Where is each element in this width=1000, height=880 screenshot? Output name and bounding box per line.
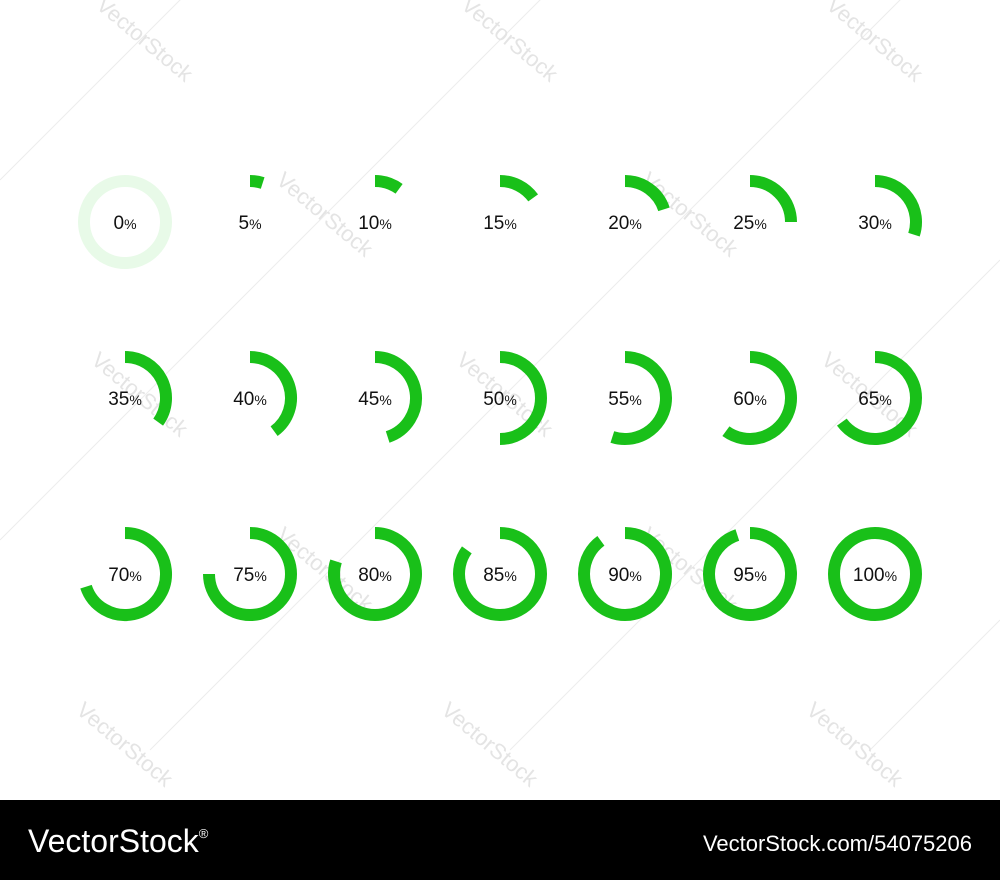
ring-label: 85% xyxy=(483,565,517,586)
ring-label: 30% xyxy=(858,213,892,234)
ring-label: 50% xyxy=(483,389,517,410)
ring-unit: % xyxy=(879,216,891,232)
ring-unit: % xyxy=(129,568,141,584)
ring-value: 10 xyxy=(358,213,379,234)
ring-value: 80 xyxy=(358,565,379,586)
ring-value: 90 xyxy=(608,565,629,586)
ring-value: 75 xyxy=(233,565,254,586)
ring-arc xyxy=(499,175,539,202)
ring-unit: % xyxy=(379,216,391,232)
ring-label: 55% xyxy=(608,389,642,410)
ring-arc xyxy=(80,527,172,621)
ring-unit: % xyxy=(629,568,641,584)
ring-label: 75% xyxy=(233,565,267,586)
ring-label: 90% xyxy=(608,565,642,586)
ring-value: 45 xyxy=(358,389,379,410)
ring-label: 40% xyxy=(233,389,267,410)
ring-arc xyxy=(610,351,672,445)
ring-arc xyxy=(836,351,922,445)
ring-unit: % xyxy=(249,216,261,232)
ring-arc xyxy=(374,175,403,194)
ring-unit: % xyxy=(379,392,391,408)
footer-brand: VectorStock® xyxy=(28,823,209,859)
ring-value: 70 xyxy=(108,565,129,586)
ring-unit: % xyxy=(254,568,266,584)
ring-label: 35% xyxy=(108,389,142,410)
ring-arc xyxy=(374,351,422,443)
ring-label: 10% xyxy=(358,213,392,234)
ring-label: 15% xyxy=(483,213,517,234)
ring-arc xyxy=(249,351,297,437)
ring-value: 0 xyxy=(113,213,124,234)
watermark-line xyxy=(149,0,901,751)
ring-label: 45% xyxy=(358,389,392,410)
ring-arc xyxy=(328,527,422,621)
ring-unit: % xyxy=(885,568,897,584)
ring-arc xyxy=(722,351,797,445)
rings: 0% 5% 10% 15% 20% 25% 30%35% 40% 45% 50% 55% 60% 65%… xyxy=(78,175,922,621)
ring-value: 65 xyxy=(858,389,879,410)
watermark-line xyxy=(509,259,1000,751)
ring-unit: % xyxy=(129,392,141,408)
ring-arc xyxy=(124,351,172,426)
ring-label: 25% xyxy=(733,213,767,234)
watermark-line xyxy=(0,0,541,541)
ring-arc xyxy=(249,175,265,189)
ring-label: 5% xyxy=(238,213,261,234)
ring-value: 40 xyxy=(233,389,254,410)
ring-unit: % xyxy=(504,392,516,408)
ring-unit: % xyxy=(754,568,766,584)
watermark-line xyxy=(869,619,1000,751)
ring-value: 100 xyxy=(853,565,885,586)
ring-label: 70% xyxy=(108,565,142,586)
ring-label: 100% xyxy=(853,565,897,586)
ring-arc xyxy=(203,527,297,621)
ring-label: 80% xyxy=(358,565,392,586)
ring-label: 20% xyxy=(608,213,642,234)
ring-empty xyxy=(78,175,172,269)
ring-unit: % xyxy=(629,216,641,232)
ring-unit: % xyxy=(879,392,891,408)
ring-value: 5 xyxy=(238,213,249,234)
ring-unit: % xyxy=(254,392,266,408)
ring-arc xyxy=(578,527,672,621)
ring-label: 95% xyxy=(733,565,767,586)
ring-value: 35 xyxy=(108,389,129,410)
footer-bar xyxy=(0,800,1000,880)
ring-value: 30 xyxy=(858,213,879,234)
ring-value: 15 xyxy=(483,213,504,234)
ring-label: 60% xyxy=(733,389,767,410)
ring-arc xyxy=(874,175,922,237)
ring-arc xyxy=(624,175,670,212)
ring-arc xyxy=(453,527,547,621)
ring-unit: % xyxy=(754,392,766,408)
ring-label: 65% xyxy=(858,389,892,410)
ring-unit: % xyxy=(504,216,516,232)
ring-arc xyxy=(749,175,797,223)
ring-value: 20 xyxy=(608,213,629,234)
ring-value: 95 xyxy=(733,565,754,586)
ring-label: 0% xyxy=(113,213,136,234)
footer-id: VectorStock.com/54075206 xyxy=(703,831,972,856)
ring-value: 60 xyxy=(733,389,754,410)
ring-unit: % xyxy=(124,216,136,232)
watermark-line xyxy=(0,0,181,181)
ring-arc xyxy=(703,527,797,621)
ring-value: 85 xyxy=(483,565,504,586)
ring-unit: % xyxy=(504,568,516,584)
ring-arc xyxy=(499,351,547,445)
ring-value: 55 xyxy=(608,389,629,410)
ring-unit: % xyxy=(754,216,766,232)
ring-value: 25 xyxy=(733,213,754,234)
ring-arc xyxy=(828,527,922,621)
ring-unit: % xyxy=(379,568,391,584)
ring-value: 50 xyxy=(483,389,504,410)
ring-unit: % xyxy=(629,392,641,408)
